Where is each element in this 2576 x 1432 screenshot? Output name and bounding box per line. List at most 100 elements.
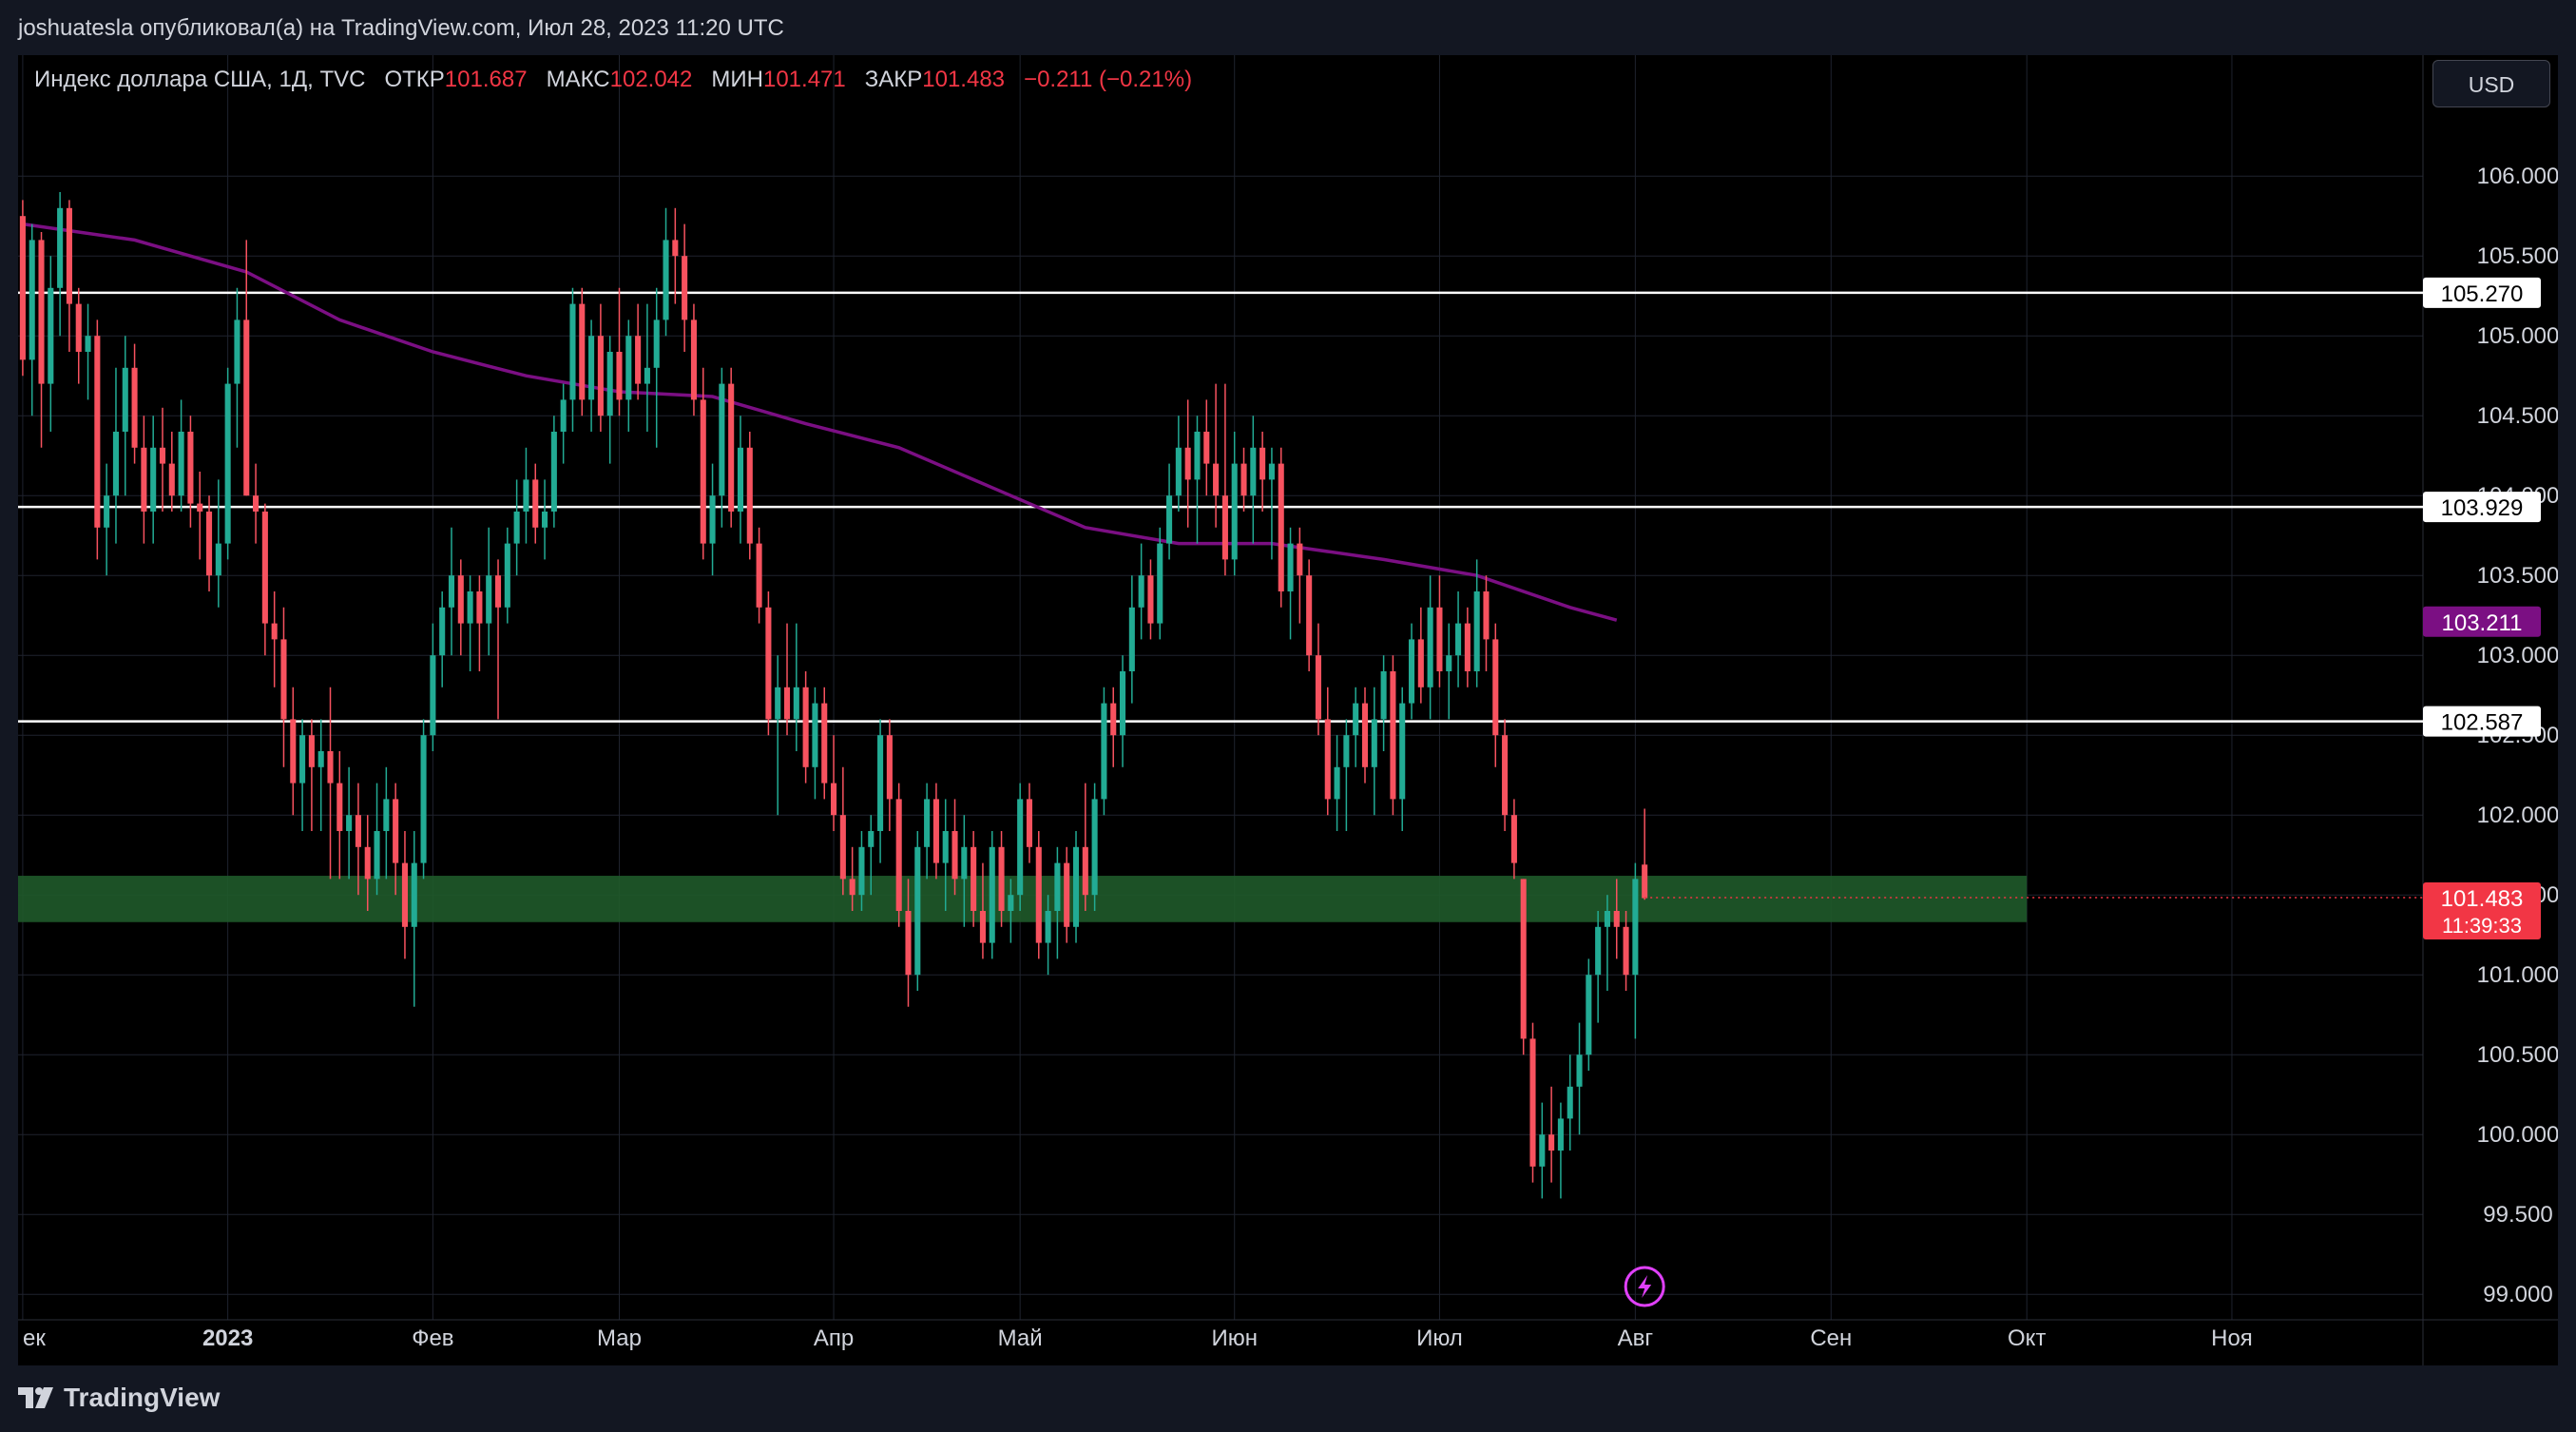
candle-body[interactable]	[1632, 879, 1639, 976]
candle-body[interactable]	[737, 447, 744, 512]
candle-body[interactable]	[494, 575, 502, 608]
candle-body[interactable]	[1166, 495, 1173, 544]
candle-body[interactable]	[197, 503, 203, 512]
candle-body[interactable]	[327, 751, 334, 784]
candle-body[interactable]	[504, 543, 510, 608]
candle-body[interactable]	[932, 799, 939, 863]
candle-body[interactable]	[104, 495, 110, 528]
candle-body[interactable]	[1119, 671, 1126, 736]
candle-body[interactable]	[1250, 447, 1257, 496]
candle-body[interactable]	[1520, 879, 1527, 1039]
candle-body[interactable]	[597, 336, 604, 416]
candle-body[interactable]	[1203, 432, 1210, 464]
candle-body[interactable]	[29, 240, 35, 360]
candlestick-chart[interactable]: 106.000105.500105.000104.500104.000103.5…	[18, 55, 2558, 1365]
candle-body[interactable]	[486, 575, 492, 624]
candle-body[interactable]	[765, 607, 772, 720]
candle-body[interactable]	[215, 543, 221, 576]
candle-body[interactable]	[1642, 864, 1648, 899]
candle-body[interactable]	[1082, 846, 1088, 896]
candle-body[interactable]	[802, 687, 809, 767]
candle-body[interactable]	[700, 399, 706, 544]
candle-body[interactable]	[523, 479, 529, 512]
candle-body[interactable]	[886, 735, 893, 800]
candle-body[interactable]	[793, 687, 799, 720]
candle-body[interactable]	[1278, 463, 1284, 591]
candle-body[interactable]	[560, 399, 567, 432]
candle-body[interactable]	[308, 735, 315, 767]
candle-body[interactable]	[1408, 639, 1415, 704]
candle-body[interactable]	[1072, 846, 1080, 927]
candle-body[interactable]	[1157, 543, 1163, 624]
candle-body[interactable]	[1390, 671, 1396, 800]
candle-body[interactable]	[775, 687, 781, 720]
candle-body[interactable]	[448, 575, 455, 608]
candle-body[interactable]	[178, 432, 184, 496]
candle-body[interactable]	[299, 735, 306, 784]
candle-body[interactable]	[187, 432, 194, 504]
candle-body[interactable]	[290, 719, 297, 784]
candle-body[interactable]	[1567, 1086, 1573, 1119]
candle-body[interactable]	[719, 383, 725, 496]
candle-body[interactable]	[1510, 815, 1517, 863]
candle-body[interactable]	[261, 512, 268, 624]
candle-body[interactable]	[625, 336, 632, 400]
candle-body[interactable]	[1259, 447, 1266, 480]
candle-body[interactable]	[271, 623, 278, 640]
candle-body[interactable]	[635, 336, 642, 384]
candle-body[interactable]	[1017, 799, 1024, 896]
candle-body[interactable]	[317, 751, 324, 767]
candle-body[interactable]	[1464, 623, 1471, 671]
candle-body[interactable]	[1604, 911, 1610, 927]
candle-body[interactable]	[336, 783, 343, 831]
candle-body[interactable]	[1613, 911, 1620, 927]
candle-body[interactable]	[1213, 463, 1220, 496]
candle-body[interactable]	[420, 735, 427, 863]
candle-body[interactable]	[709, 495, 716, 544]
candle-body[interactable]	[1353, 703, 1359, 736]
candle-body[interactable]	[821, 703, 828, 784]
candle-body[interactable]	[979, 911, 986, 943]
candle-body[interactable]	[1446, 655, 1452, 671]
candle-body[interactable]	[1194, 432, 1201, 480]
candle-body[interactable]	[1334, 766, 1340, 800]
candle-body[interactable]	[131, 367, 138, 448]
chart-area[interactable]: 106.000105.500105.000104.500104.000103.5…	[18, 55, 2558, 1365]
candle-body[interactable]	[756, 543, 762, 608]
candle-body[interactable]	[1064, 862, 1070, 927]
tradingview-logo[interactable]: TradingView	[18, 1383, 220, 1413]
candle-body[interactable]	[783, 687, 791, 720]
candle-body[interactable]	[616, 352, 623, 400]
candle-body[interactable]	[1576, 1055, 1583, 1087]
candle-body[interactable]	[1436, 607, 1443, 671]
candle-body[interactable]	[877, 735, 884, 831]
candle-body[interactable]	[19, 216, 26, 360]
candle-body[interactable]	[364, 846, 371, 880]
candle-body[interactable]	[839, 815, 846, 880]
candle-body[interactable]	[48, 287, 54, 384]
candle-body[interactable]	[1306, 575, 1313, 656]
candle-body[interactable]	[393, 799, 399, 863]
candle-body[interactable]	[38, 240, 45, 384]
candle-body[interactable]	[728, 383, 735, 512]
candle-body[interactable]	[1399, 703, 1406, 800]
candle-body[interactable]	[942, 831, 949, 863]
candle-body[interactable]	[542, 512, 548, 528]
candle-body[interactable]	[672, 240, 679, 257]
candle-body[interactable]	[682, 256, 688, 320]
candle-body[interactable]	[383, 799, 390, 831]
candle-body[interactable]	[1110, 703, 1117, 736]
candle-body[interactable]	[1035, 846, 1042, 943]
candle-body[interactable]	[1595, 926, 1602, 976]
candle-body[interactable]	[513, 512, 520, 544]
candle-body[interactable]	[1492, 639, 1499, 736]
candle-body[interactable]	[280, 639, 287, 720]
candle-body[interactable]	[122, 367, 128, 432]
candle-body[interactable]	[1380, 671, 1387, 720]
candle-body[interactable]	[1128, 607, 1135, 671]
candle-body[interactable]	[1548, 1134, 1555, 1151]
candle-body[interactable]	[868, 831, 875, 847]
candle-body[interactable]	[476, 591, 483, 624]
candle-body[interactable]	[1231, 463, 1238, 560]
candle-body[interactable]	[1315, 655, 1322, 720]
